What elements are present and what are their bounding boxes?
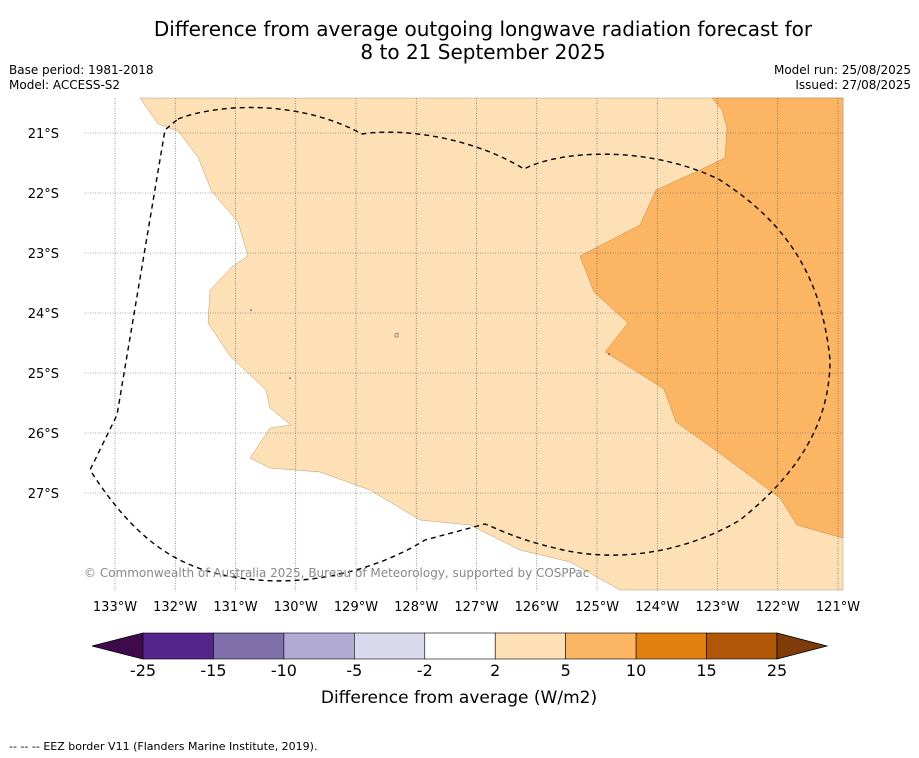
longitude-label: 126°W bbox=[515, 600, 559, 615]
eez-legend: -- -- -- EEZ border V11 (Flanders Marine… bbox=[9, 740, 317, 753]
colorbar-segment bbox=[635, 632, 707, 660]
longitude-label: 122°W bbox=[756, 600, 800, 615]
colorbar: -25 -15 -10 -5 -2 2 5 10 15 25 bbox=[91, 632, 829, 680]
colorbar-tick-label: 10 bbox=[626, 661, 646, 680]
colorbar-tick-label: 15 bbox=[696, 661, 716, 680]
model-name: Model: ACCESS-S2 bbox=[9, 78, 121, 92]
colorbar-tick-label: -2 bbox=[417, 661, 433, 680]
model-run: Model run: 25/08/2025 bbox=[773, 63, 911, 77]
map-panel: © Commonwealth of Australia 2025, Bureau… bbox=[84, 97, 844, 591]
colorbar-segment bbox=[494, 632, 566, 660]
colorbar-label: Difference from average (W/m2) bbox=[321, 688, 597, 708]
colorbar-segment bbox=[706, 632, 778, 660]
colorbar-tick-label: -25 bbox=[130, 661, 156, 680]
island-dot bbox=[250, 309, 252, 311]
longitude-label: 132°W bbox=[153, 600, 197, 615]
copyright-text: © Commonwealth of Australia 2025, Bureau… bbox=[84, 566, 589, 580]
contour-artifact bbox=[394, 332, 399, 338]
colorbar-segment bbox=[424, 632, 496, 660]
title-line-2: 8 to 21 September 2025 bbox=[360, 40, 606, 64]
latitude-label: 22°S bbox=[28, 187, 59, 202]
latitude-label: 24°S bbox=[28, 307, 59, 322]
colorbar-segment bbox=[283, 632, 355, 660]
meta-right: Model run: 25/08/2025 Issued: 27/08/2025 bbox=[774, 63, 911, 93]
longitude-label: 131°W bbox=[213, 600, 257, 615]
colorbar-tick-label: -15 bbox=[200, 661, 226, 680]
longitude-label: 129°W bbox=[334, 600, 378, 615]
latitude-labels: 21°S 22°S 23°S 24°S 25°S 26°S 27°S bbox=[28, 127, 59, 502]
longitude-label: 127°W bbox=[454, 600, 498, 615]
graticule bbox=[85, 98, 843, 591]
latitude-label: 23°S bbox=[28, 247, 59, 262]
colorbar-tick-label: 2 bbox=[490, 661, 500, 680]
issued-date: Issued: 27/08/2025 bbox=[795, 78, 911, 92]
latitude-label: 27°S bbox=[28, 487, 59, 502]
colorbar-extend-high bbox=[776, 632, 829, 660]
eez-legend-text: EEZ border V11 (Flanders Marine Institut… bbox=[43, 740, 318, 753]
colorbar-tick-label: 5 bbox=[561, 661, 571, 680]
anomaly-region-5-to-10 bbox=[579, 97, 844, 539]
colorbar-extend-low bbox=[91, 632, 144, 660]
latitude-label: 26°S bbox=[28, 427, 59, 442]
longitude-label: 121°W bbox=[816, 600, 860, 615]
longitude-label: 124°W bbox=[635, 600, 679, 615]
meta-left: Base period: 1981-2018 Model: ACCESS-S2 bbox=[9, 63, 154, 93]
longitude-label: 123°W bbox=[695, 600, 739, 615]
colorbar-segment bbox=[354, 632, 426, 660]
colorbar-tick-label: -10 bbox=[271, 661, 297, 680]
longitude-label: 125°W bbox=[575, 600, 619, 615]
longitude-label: 133°W bbox=[93, 600, 137, 615]
colorbar-segment bbox=[213, 632, 285, 660]
base-period: Base period: 1981-2018 bbox=[9, 63, 154, 77]
colorbar-tick-label: -5 bbox=[346, 661, 362, 680]
chart-title: Difference from average outgoing longwav… bbox=[0, 18, 919, 64]
colorbar-segment bbox=[142, 632, 214, 660]
longitude-label: 128°W bbox=[394, 600, 438, 615]
latitude-label: 25°S bbox=[28, 367, 59, 382]
title-line-1: Difference from average outgoing longwav… bbox=[153, 17, 813, 41]
island-dot bbox=[608, 353, 610, 355]
forecast-map: © Commonwealth of Australia 2025, Bureau… bbox=[28, 97, 860, 708]
latitude-label: 21°S bbox=[28, 127, 59, 142]
eez-legend-symbol: -- -- -- bbox=[9, 740, 40, 753]
longitude-labels: 133°W 132°W 131°W 130°W 129°W 128°W 127°W 126°W… bbox=[93, 600, 860, 615]
island-dot bbox=[289, 377, 291, 379]
longitude-label: 130°W bbox=[274, 600, 318, 615]
colorbar-segment bbox=[565, 632, 637, 660]
colorbar-tick-label: 25 bbox=[767, 661, 787, 680]
